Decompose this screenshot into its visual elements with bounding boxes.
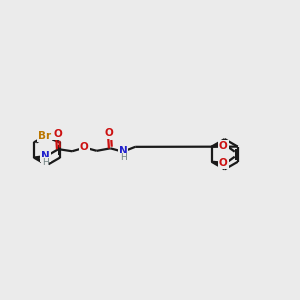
Text: H: H <box>120 153 126 162</box>
Text: O: O <box>219 158 228 168</box>
Text: O: O <box>53 129 62 139</box>
Text: N: N <box>41 151 50 161</box>
Text: O: O <box>219 141 228 151</box>
Text: N: N <box>118 146 127 157</box>
Text: O: O <box>80 142 89 152</box>
Text: Br: Br <box>38 131 51 141</box>
Text: O: O <box>105 128 114 138</box>
Text: H: H <box>42 158 49 167</box>
